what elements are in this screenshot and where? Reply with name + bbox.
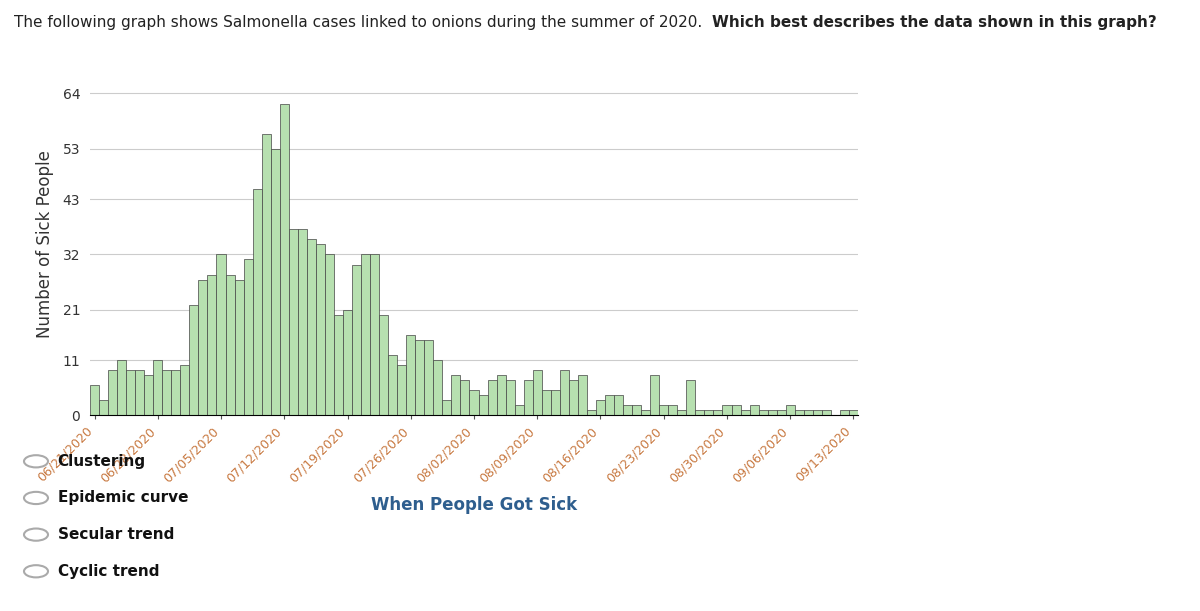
Bar <box>190 305 198 415</box>
Bar <box>623 406 632 415</box>
Bar <box>659 406 668 415</box>
Bar <box>136 370 144 415</box>
Bar <box>794 411 804 415</box>
Bar <box>425 340 433 415</box>
Bar <box>370 254 379 415</box>
Bar <box>298 229 307 415</box>
X-axis label: When People Got Sick: When People Got Sick <box>371 496 577 514</box>
Bar <box>840 411 848 415</box>
Bar <box>388 355 397 415</box>
Bar <box>90 386 100 415</box>
Bar <box>379 315 388 415</box>
Bar <box>497 375 505 415</box>
Bar <box>126 370 136 415</box>
Bar <box>578 375 587 415</box>
Bar <box>505 380 515 415</box>
Bar <box>407 335 415 415</box>
Bar <box>479 395 487 415</box>
Text: Cyclic trend: Cyclic trend <box>58 564 160 579</box>
Bar <box>605 395 614 415</box>
Y-axis label: Number of Sick People: Number of Sick People <box>36 150 54 338</box>
Text: Epidemic curve: Epidemic curve <box>58 491 188 505</box>
Bar <box>172 370 180 415</box>
Bar <box>695 411 704 415</box>
Bar <box>758 411 768 415</box>
Bar <box>469 390 479 415</box>
Bar <box>541 390 551 415</box>
Bar <box>244 260 253 415</box>
Bar <box>614 395 623 415</box>
Bar <box>343 310 352 415</box>
Bar <box>848 411 858 415</box>
Bar <box>650 375 659 415</box>
Bar <box>118 360 126 415</box>
Bar <box>316 244 325 415</box>
Bar <box>234 280 244 415</box>
Text: Clustering: Clustering <box>58 454 145 469</box>
Bar <box>451 375 461 415</box>
Bar <box>208 274 216 415</box>
Bar <box>352 265 361 415</box>
Bar <box>443 400 451 415</box>
Text: Which best describes the data shown in this graph?: Which best describes the data shown in t… <box>713 15 1157 31</box>
Bar <box>677 411 686 415</box>
Bar <box>596 400 605 415</box>
Bar <box>487 380 497 415</box>
Bar <box>632 406 641 415</box>
Bar <box>334 315 343 415</box>
Bar <box>262 134 271 415</box>
Bar <box>722 406 732 415</box>
Bar <box>740 411 750 415</box>
Bar <box>162 370 172 415</box>
Bar <box>686 380 695 415</box>
Bar <box>750 406 758 415</box>
Bar <box>822 411 830 415</box>
Bar <box>415 340 425 415</box>
Bar <box>325 254 334 415</box>
Bar <box>397 365 407 415</box>
Bar <box>714 411 722 415</box>
Bar <box>271 149 280 415</box>
Bar <box>533 370 541 415</box>
Bar <box>704 411 714 415</box>
Bar <box>641 411 650 415</box>
Bar <box>280 103 289 415</box>
Bar <box>198 280 208 415</box>
Bar <box>812 411 822 415</box>
Bar <box>307 240 316 415</box>
Bar <box>668 406 677 415</box>
Bar <box>226 274 234 415</box>
Bar <box>768 411 776 415</box>
Bar <box>361 254 370 415</box>
Bar <box>786 406 794 415</box>
Bar <box>569 380 578 415</box>
Bar <box>515 406 523 415</box>
Text: The following graph shows Salmonella cases linked to onions during the summer of: The following graph shows Salmonella cas… <box>14 15 713 31</box>
Bar <box>154 360 162 415</box>
Bar <box>732 406 740 415</box>
Bar <box>253 189 262 415</box>
Bar <box>523 380 533 415</box>
Bar <box>180 365 190 415</box>
Bar <box>433 360 443 415</box>
Bar <box>804 411 812 415</box>
Bar <box>144 375 154 415</box>
Bar <box>560 370 569 415</box>
Bar <box>587 411 596 415</box>
Bar <box>216 254 226 415</box>
Bar <box>776 411 786 415</box>
Text: Secular trend: Secular trend <box>58 527 174 542</box>
Bar <box>461 380 469 415</box>
Bar <box>100 400 108 415</box>
Bar <box>289 229 298 415</box>
Bar <box>108 370 118 415</box>
Bar <box>551 390 560 415</box>
